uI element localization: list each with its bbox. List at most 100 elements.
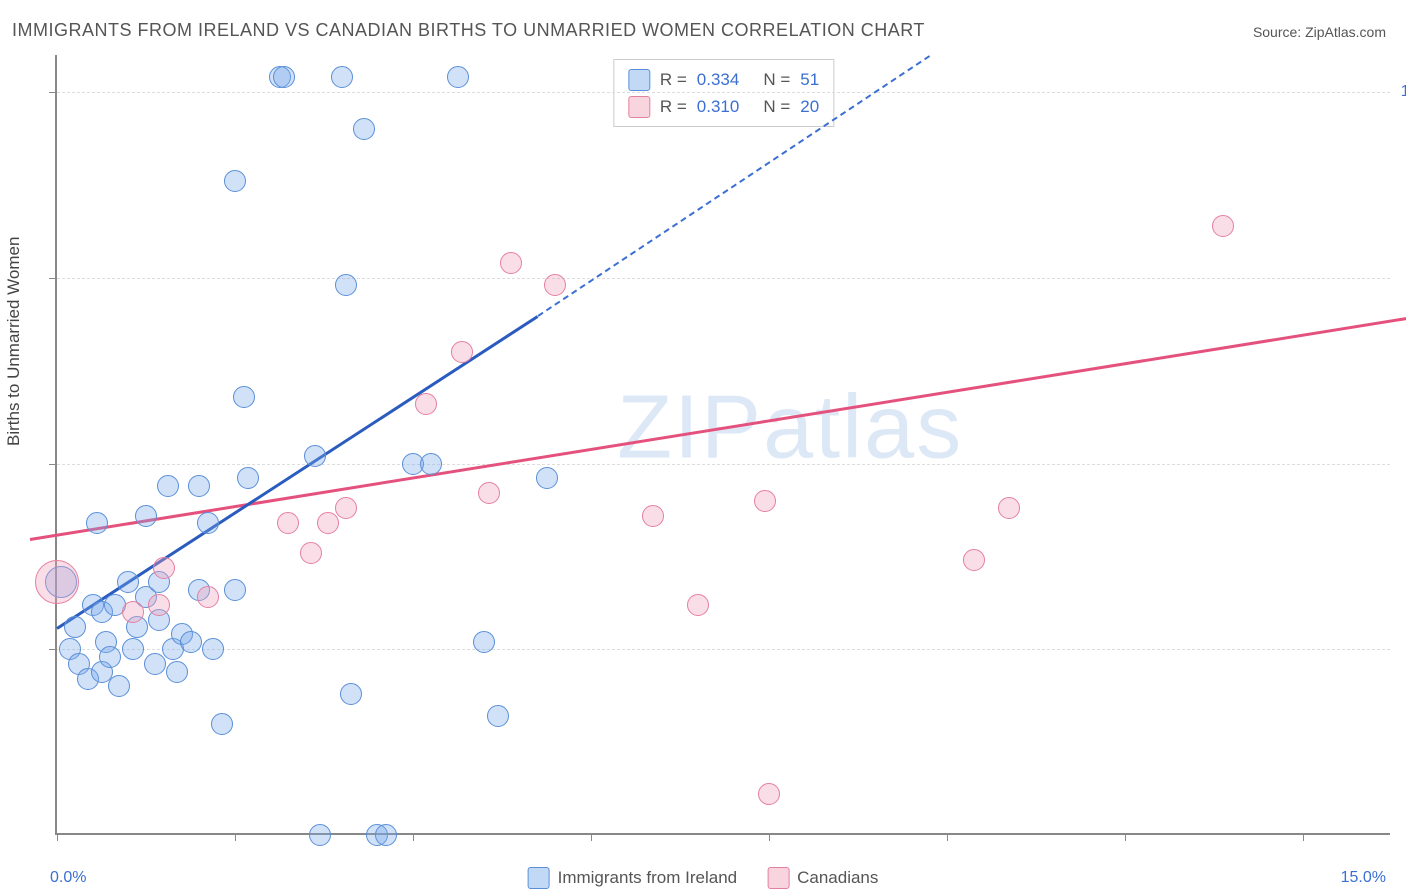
data-point [211,713,233,735]
data-point [157,475,179,497]
data-point [331,66,353,88]
data-point [447,66,469,88]
data-point [180,631,202,653]
data-point [277,512,299,534]
series-legend-item: Immigrants from Ireland [528,867,738,889]
y-tick-label: 50.0% [1395,455,1406,473]
data-point [233,386,255,408]
data-point [273,66,295,88]
y-tick-label: 100.0% [1395,83,1406,101]
legend-n-value: 20 [800,93,819,120]
data-point [86,512,108,534]
data-point [35,560,79,604]
data-point [478,482,500,504]
data-point [144,653,166,675]
data-point [487,705,509,727]
stats-legend: R = 0.334 N = 51 R = 0.310 N = 20 [613,59,834,127]
data-point [148,594,170,616]
data-point [197,512,219,534]
data-point [335,497,357,519]
x-tick [1125,833,1126,841]
legend-swatch [528,867,550,889]
chart-title: IMMIGRANTS FROM IRELAND VS CANADIAN BIRT… [12,20,925,41]
legend-swatch [628,96,650,118]
data-point [197,586,219,608]
y-tick [49,92,57,93]
data-point [451,341,473,363]
data-point [317,512,339,534]
data-point [415,393,437,415]
legend-n-label: N = [763,66,790,93]
data-point [500,252,522,274]
data-point [122,601,144,623]
data-point [309,824,331,846]
series-legend-label: Canadians [797,868,878,888]
data-point [64,616,86,638]
x-tick [769,833,770,841]
legend-n-label: N = [763,93,790,120]
data-point [420,453,442,475]
series-legend-item: Canadians [767,867,878,889]
legend-swatch [767,867,789,889]
stats-legend-row: R = 0.334 N = 51 [628,66,819,93]
gridline-h [57,649,1390,650]
legend-r-label: R = [660,66,687,93]
data-point [237,467,259,489]
trend-line [30,315,1406,541]
y-tick [49,464,57,465]
chart-container: IMMIGRANTS FROM IRELAND VS CANADIAN BIRT… [0,0,1406,892]
x-axis-max-label: 15.0% [1341,869,1386,887]
data-point [108,675,130,697]
data-point [224,170,246,192]
x-tick [591,833,592,841]
data-point [375,824,397,846]
legend-n-value: 51 [800,66,819,93]
gridline-h [57,92,1390,93]
series-legend: Immigrants from Ireland Canadians [528,867,879,889]
data-point [99,646,121,668]
legend-r-value: 0.310 [697,93,740,120]
y-tick [49,649,57,650]
data-point [536,467,558,489]
stats-legend-row: R = 0.310 N = 20 [628,93,819,120]
plot-area: R =0.334N =51R =0.310N =20 ZIPatlas 25.0… [55,55,1390,835]
data-point [188,475,210,497]
gridline-h [57,278,1390,279]
legend-swatch [628,69,650,91]
data-point [998,497,1020,519]
gridline-h [57,464,1390,465]
data-point [335,274,357,296]
data-point [300,542,322,564]
series-legend-label: Immigrants from Ireland [558,868,738,888]
data-point [642,505,664,527]
data-point [304,445,326,467]
data-point [135,505,157,527]
data-point [224,579,246,601]
data-point [166,661,188,683]
x-tick [413,833,414,841]
data-point [353,118,375,140]
source-attribution: Source: ZipAtlas.com [1253,24,1386,40]
legend-r-label: R = [660,93,687,120]
data-point [544,274,566,296]
data-point [122,638,144,660]
x-tick [57,833,58,841]
data-point [473,631,495,653]
x-axis-min-label: 0.0% [50,869,86,887]
data-point [754,490,776,512]
legend-r-value: 0.334 [697,66,740,93]
data-point [963,549,985,571]
data-point [202,638,224,660]
data-point [758,783,780,805]
data-point [117,571,139,593]
x-tick [1303,833,1304,841]
y-tick-label: 25.0% [1395,640,1406,658]
data-point [1212,215,1234,237]
data-point [153,557,175,579]
y-axis-label: Births to Unmarried Women [4,237,24,446]
y-tick-label: 75.0% [1395,269,1406,287]
data-point [687,594,709,616]
y-tick [49,278,57,279]
x-tick [235,833,236,841]
x-tick [947,833,948,841]
